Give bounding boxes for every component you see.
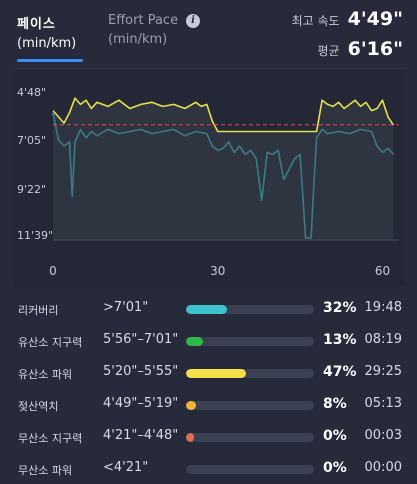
zone-percent: 8% [323,396,347,412]
zone-percent: 0% [323,460,347,476]
zone-range: 5'20"–5'55" [103,364,179,379]
zone-row: 젖산역치 4'49"–5'19" 8% 05:13 [18,394,408,426]
tab-pace-label: 페이스 [17,17,56,32]
zone-percent: 47% [323,364,357,380]
zone-row: 유산소 파워 5'20"–5'55" 47% 29:25 [18,362,408,394]
info-icon[interactable]: i [186,13,201,28]
zone-range: 4'21"–4'48" [103,428,179,443]
max-speed-value: 4'49" [347,8,403,30]
x-tick-label: 0 [49,264,57,278]
pace-chart[interactable]: 4'48" 7'05" 9'22" 11'39" 0 30 60 [13,68,405,286]
zone-progress-bar [186,369,314,378]
zone-percent: 0% [323,428,347,444]
zone-progress-fill [186,337,203,346]
zone-time: 08:19 [364,332,402,347]
tab-effort-unit: (min/km) [108,32,168,47]
zone-time: 00:00 [364,460,402,475]
max-speed-label: 최고 속도 [291,14,340,28]
zone-progress-fill [186,305,227,314]
zone-progress-bar [186,465,314,474]
zone-progress-bar [186,305,314,314]
zone-row: 리커버리 >7'01" 32% 19:48 [18,298,408,330]
pace-series-line [52,97,395,133]
zone-progress-fill [186,369,247,378]
zone-name: 무산소 지구력 [18,432,83,445]
average-pace-label: 평균 [317,44,340,58]
zone-name: 무산소 파워 [18,464,73,477]
average-pace-stat: 평균 6'16" [318,38,403,60]
zone-name: 리커버리 [18,304,59,317]
zone-row: 무산소 지구력 4'21"–4'48" 0% 00:03 [18,426,408,458]
zone-percent: 13% [323,332,357,348]
zone-progress-bar [186,337,314,346]
max-speed-stat: 최고 속도 4'49" [292,8,403,30]
zone-time: 29:25 [364,364,402,379]
zone-time: 19:48 [364,300,402,315]
zone-progress-fill [186,433,194,442]
zone-range: >7'01" [103,300,149,315]
zone-progress-fill [186,401,197,410]
pace-area-fill [53,98,394,240]
tab-effort-pace[interactable]: Effort Pace i (min/km) [108,13,201,47]
zone-range: 5'56"–7'01" [103,332,179,347]
zone-name: 유산소 파워 [18,368,73,381]
y-tick-label: 4'48" [17,86,46,99]
tab-pace-unit: (min/km) [17,36,77,51]
zone-name: 젖산역치 [18,400,59,413]
pace-chart-svg: 4'48" 7'05" 9'22" 11'39" 0 30 60 [13,68,405,286]
pace-zones-list: 리커버리 >7'01" 32% 19:48 유산소 지구력 5'56"–7'01" 13% 0… [18,298,408,484]
zone-name: 유산소 지구력 [18,336,83,349]
tab-pace[interactable]: 페이스 (min/km) [17,13,87,62]
zone-range: <4'21" [103,460,149,475]
active-tab-indicator [17,59,83,62]
y-tick-label: 7'05" [17,134,46,147]
zone-row: 무산소 파워 <4'21" 0% 00:00 [18,458,408,484]
zone-range: 4'49"–5'19" [103,396,179,411]
tab-effort-label: Effort Pace [108,13,179,28]
zone-percent: 32% [323,300,357,316]
x-tick-label: 30 [210,264,225,278]
x-tick-label: 60 [375,264,390,278]
y-tick-label: 9'22" [17,183,46,196]
average-pace-value: 6'16" [347,38,403,60]
zone-progress-bar [186,401,314,410]
y-tick-label: 11'39" [17,229,53,242]
zone-row: 유산소 지구력 5'56"–7'01" 13% 08:19 [18,330,408,362]
zone-progress-bar [186,433,314,442]
zone-time: 00:03 [364,428,402,443]
zone-time: 05:13 [364,396,402,411]
